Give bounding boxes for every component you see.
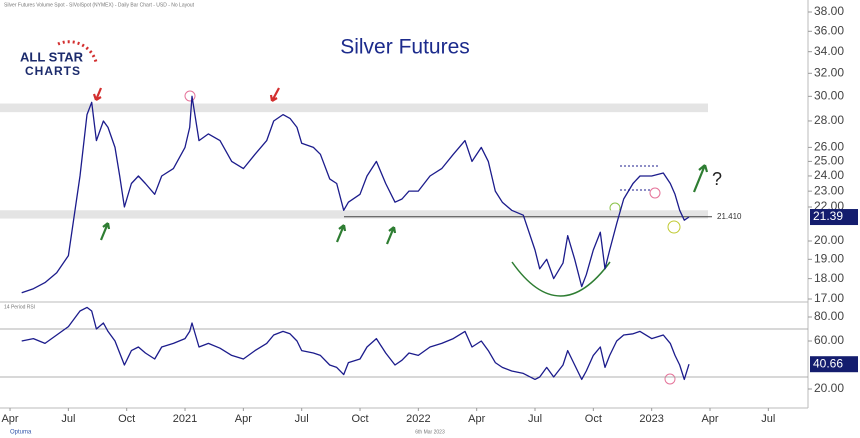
highlight-circle [664, 373, 676, 385]
y-tick-label: 28.00 [814, 113, 844, 127]
cup-arc [511, 261, 611, 297]
y-tick-label: 25.00 [814, 154, 844, 168]
x-tick-label: 2023 [639, 413, 663, 425]
x-tick-label: Apr [468, 413, 485, 425]
x-tick-label: Oct [118, 413, 135, 425]
highlight-circle [649, 187, 661, 199]
y2-tick-label: 20.00 [814, 381, 844, 395]
chart-header: Silver Futures Volume Spot - SIVolSpot (… [4, 2, 195, 8]
y-tick-label: 32.00 [814, 65, 844, 79]
series-line [21, 95, 690, 294]
last-value-label: 40.66 [813, 356, 843, 370]
zone-band [0, 103, 708, 113]
highlight-circle [667, 220, 681, 234]
x-tick-label: Oct [351, 413, 368, 425]
range-dots [620, 165, 660, 191]
question-mark: ? [712, 169, 722, 189]
last-value-badge [810, 209, 858, 226]
x-tick-label: Apr [235, 413, 252, 425]
last-value-label: 21.39 [813, 209, 843, 223]
y2-tick-label: 80.00 [814, 309, 844, 323]
y-tick-label: 38.00 [814, 4, 844, 18]
y-tick-label: 36.00 [814, 23, 844, 37]
x-tick-label: Jul [761, 413, 775, 425]
y-tick-label: 23.00 [814, 183, 844, 197]
y-tick-label: 30.00 [814, 89, 844, 103]
green-arrow [99, 222, 111, 241]
series-line [21, 306, 690, 381]
zone-band [0, 210, 708, 219]
highlight-circle [184, 90, 196, 102]
x-tick-label: Jul [528, 413, 542, 425]
last-value-badge [810, 356, 858, 373]
y-tick-label: 24.00 [814, 168, 844, 182]
chart-title: Silver Futures [340, 36, 470, 59]
x-tick-label: Apr [1, 413, 18, 425]
y-tick-label: 17.00 [814, 291, 844, 305]
y-tick-label: 19.00 [814, 251, 844, 265]
logo-top: ALL STAR [20, 49, 84, 64]
y-tick-label: 18.00 [814, 271, 844, 285]
green-arrow [335, 224, 347, 243]
y2-tick-label: 60.00 [814, 333, 844, 347]
y-tick-label: 34.00 [814, 44, 844, 58]
green-arrow [692, 164, 709, 193]
green-arrow [385, 226, 397, 245]
x-tick-label: Oct [585, 413, 602, 425]
x-tick-label: Jul [61, 413, 75, 425]
rsi-label: 14 Period RSI [4, 304, 35, 310]
red-arrow [92, 87, 103, 101]
footer-date: 6th Mar 2023 [415, 429, 445, 435]
red-arrow [269, 87, 280, 102]
x-tick-label: 2022 [406, 413, 430, 425]
logo-bottom: CHARTS [25, 64, 81, 78]
y-tick-label: 20.00 [814, 233, 844, 247]
x-tick-label: Jul [295, 413, 309, 425]
x-tick-label: 2021 [173, 413, 197, 425]
footer-brand: Optuma [10, 430, 32, 436]
y-tick-label: 26.00 [814, 140, 844, 154]
level-label: 21.410 [717, 212, 742, 221]
annotations [92, 87, 709, 385]
logo-stars [57, 40, 98, 63]
logo: ALL STAR CHARTS [20, 40, 98, 78]
x-tick-label: Apr [701, 413, 718, 425]
